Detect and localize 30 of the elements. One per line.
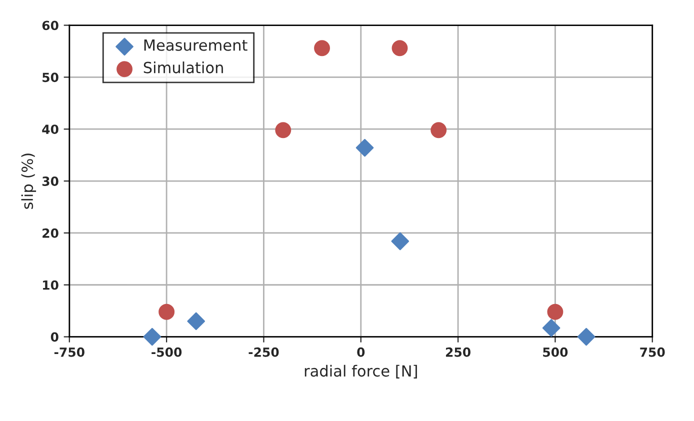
point <box>542 319 560 337</box>
point <box>577 328 596 346</box>
x-tick-label: 750 <box>640 347 665 357</box>
point <box>391 232 410 250</box>
point <box>275 122 292 138</box>
x-tick-label: 250 <box>446 347 470 357</box>
x-tick-label: -500 <box>152 347 182 357</box>
y-tick-label: 40 <box>42 124 58 134</box>
point <box>547 304 564 320</box>
legend-label: Simulation <box>144 61 223 74</box>
point <box>143 328 162 346</box>
y-axis-title: slip (%) <box>21 154 36 209</box>
point <box>187 312 206 330</box>
y-tick-label: 0 <box>50 332 58 342</box>
y-tick-label: 20 <box>42 228 58 238</box>
y-tick-label: 50 <box>42 72 58 82</box>
point <box>158 304 175 320</box>
x-tick-label: -750 <box>54 347 84 357</box>
legend-label: Measurement <box>144 40 248 51</box>
point <box>356 138 374 157</box>
x-tick-label: -250 <box>248 347 279 357</box>
x-tick-label: 0 <box>357 347 365 357</box>
x-axis-title: radial force [N] <box>304 364 417 378</box>
y-tick-label: 10 <box>43 280 58 290</box>
y-tick-label: 30 <box>42 176 58 186</box>
point <box>392 40 408 56</box>
x-tick-label: 500 <box>543 347 568 357</box>
point <box>430 122 447 138</box>
point <box>314 40 330 56</box>
y-tick-label: 60 <box>42 20 58 30</box>
